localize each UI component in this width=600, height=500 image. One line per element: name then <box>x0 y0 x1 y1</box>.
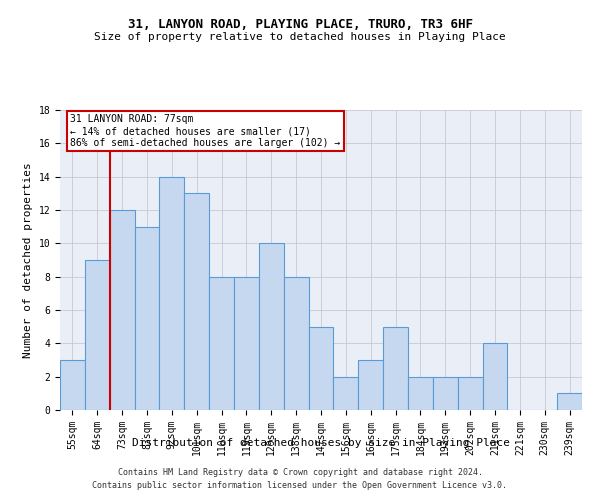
Bar <box>308 326 334 410</box>
Bar <box>259 244 284 410</box>
Bar <box>383 326 408 410</box>
Text: Size of property relative to detached houses in Playing Place: Size of property relative to detached ho… <box>94 32 506 42</box>
Text: 31, LANYON ROAD, PLAYING PLACE, TRURO, TR3 6HF: 31, LANYON ROAD, PLAYING PLACE, TRURO, T… <box>128 18 473 30</box>
Bar <box>160 176 184 410</box>
Bar <box>433 376 458 410</box>
Bar <box>284 276 308 410</box>
Bar <box>334 376 358 410</box>
Text: Contains public sector information licensed under the Open Government Licence v3: Contains public sector information licen… <box>92 482 508 490</box>
Bar <box>209 276 234 410</box>
Bar <box>458 376 482 410</box>
Bar <box>234 276 259 410</box>
Text: Contains HM Land Registry data © Crown copyright and database right 2024.: Contains HM Land Registry data © Crown c… <box>118 468 482 477</box>
Bar <box>85 260 110 410</box>
Bar <box>60 360 85 410</box>
Text: 31 LANYON ROAD: 77sqm
← 14% of detached houses are smaller (17)
86% of semi-deta: 31 LANYON ROAD: 77sqm ← 14% of detached … <box>70 114 341 148</box>
Bar <box>482 344 508 410</box>
Bar <box>557 394 582 410</box>
Bar <box>358 360 383 410</box>
Y-axis label: Number of detached properties: Number of detached properties <box>23 162 33 358</box>
Bar <box>110 210 134 410</box>
Bar <box>184 194 209 410</box>
Bar <box>134 226 160 410</box>
Bar <box>408 376 433 410</box>
Text: Distribution of detached houses by size in Playing Place: Distribution of detached houses by size … <box>132 438 510 448</box>
